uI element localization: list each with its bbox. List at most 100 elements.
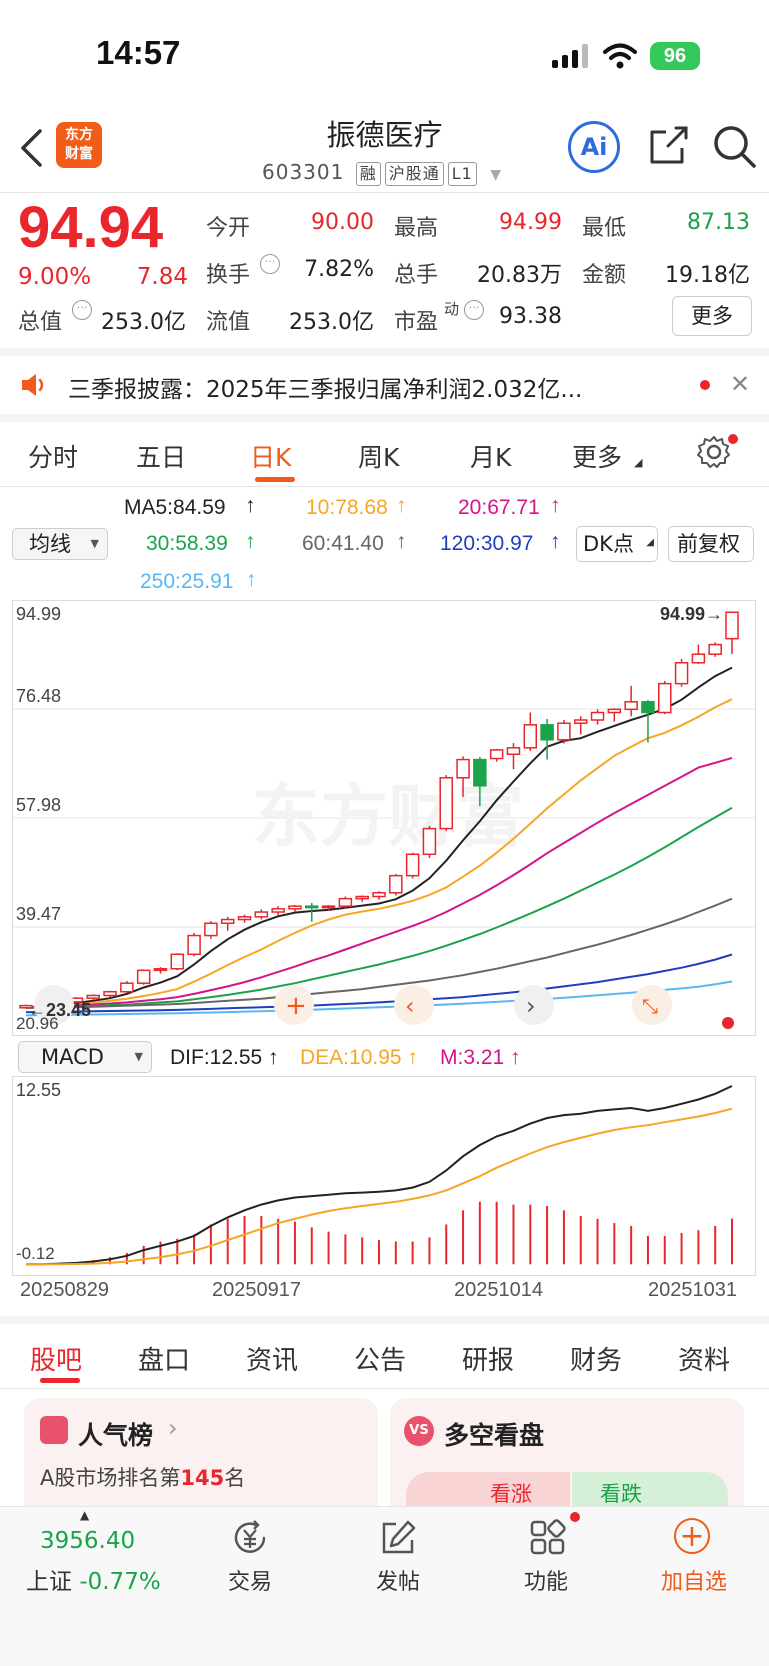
tab-announcements[interactable]: 公告 (354, 1346, 407, 1376)
trade-label[interactable]: 交易 (227, 1570, 272, 1595)
function-label[interactable]: 功能 (523, 1570, 568, 1595)
candle-body (86, 994, 100, 999)
fullscreen-control[interactable] (632, 985, 672, 1025)
tab-five-day[interactable]: 五日 (136, 443, 187, 472)
candle (439, 775, 453, 832)
search-icon[interactable] (712, 124, 758, 170)
zoom-in-control[interactable] (274, 985, 314, 1025)
share-icon[interactable] (646, 124, 690, 168)
tab-forum[interactable]: 股吧 (30, 1346, 83, 1376)
info-icon[interactable]: ··· (72, 300, 92, 320)
ma30-value: 30:58.39 (146, 532, 228, 555)
chevron-right-icon: › (168, 1414, 178, 1442)
candle (120, 981, 134, 993)
candle-body (439, 777, 453, 830)
tab-order-book[interactable]: 盘口 (138, 1346, 191, 1376)
date-label-4: 20251031 (648, 1279, 737, 1301)
candle-body (708, 643, 722, 655)
tab-research[interactable]: 研报 (462, 1346, 515, 1376)
candle-body (473, 758, 487, 787)
candle-body (489, 749, 504, 760)
back-arrow-icon[interactable] (18, 128, 44, 168)
date-label-2: 20250917 (212, 1279, 301, 1301)
tab-more[interactable]: 更多 (572, 443, 623, 472)
popularity-rank-text: A股市场排名第145名 (40, 1462, 245, 1492)
ai-assistant-button[interactable]: Ai (568, 121, 620, 173)
change-percent: 9.00% (18, 264, 92, 290)
index-value[interactable]: 3956.40 (40, 1528, 136, 1554)
settings-badge (728, 434, 738, 444)
dif-text: DIF:12.55 (170, 1046, 263, 1069)
volume-value: 20.83万 (477, 263, 562, 288)
logo-text-line2: 财富 (65, 146, 93, 162)
post-edit-icon[interactable] (378, 1518, 418, 1558)
index-change: -0.77% (79, 1569, 161, 1595)
ma-select[interactable]: 均线 ▼ (12, 528, 108, 560)
close-icon[interactable]: ✕ (730, 370, 751, 398)
tab-monthly-k[interactable]: 月K (470, 443, 512, 472)
index-line[interactable]: 上证 -0.77% (26, 1562, 161, 1596)
tab-financials[interactable]: 财务 (570, 1346, 623, 1376)
popularity-title: 人气榜 (78, 1421, 154, 1450)
settings-gear-icon[interactable] (696, 434, 732, 470)
active-tab-indicator (255, 477, 295, 482)
max-price-marker: 94.99→ (660, 604, 724, 624)
adjust-price-button[interactable]: 前复权 (668, 526, 754, 562)
open-value: 90.00 (311, 210, 374, 235)
high-label: 最高 (394, 216, 439, 241)
candle-body (641, 701, 655, 714)
add-watchlist-icon[interactable]: + (674, 1518, 710, 1554)
candle (523, 712, 538, 752)
tag-connect: 沪股通 (384, 162, 444, 186)
info-icon[interactable]: ··· (260, 254, 280, 274)
candle (708, 642, 722, 657)
candle (691, 644, 706, 664)
amount-label: 金额 (582, 263, 627, 288)
chevron-right-icon: › (526, 992, 536, 1020)
scroll-forward-control[interactable] (514, 985, 554, 1025)
info-icon[interactable]: ··· (464, 300, 484, 320)
quote-divider (0, 348, 769, 356)
tab-intraday[interactable]: 分时 (28, 443, 79, 472)
stock-name: 振德医疗 (326, 118, 443, 152)
candle (389, 874, 403, 896)
ma30-line (25, 806, 733, 1009)
y-label-4: 39.47 (16, 904, 62, 924)
tab-profile[interactable]: 资料 (678, 1346, 731, 1376)
candle-body (573, 719, 588, 724)
macd-select[interactable]: MACD ▼ (18, 1041, 152, 1073)
expand-icon: ⤡ (642, 994, 658, 1018)
function-grid-icon[interactable] (528, 1518, 568, 1558)
current-price: 94.94 (18, 195, 164, 260)
dropdown-caret-icon: ▼ (90, 537, 99, 550)
dk-point-button[interactable]: DK点 ◢ (576, 526, 658, 562)
scroll-left-control[interactable] (34, 985, 74, 1025)
candle (489, 748, 504, 762)
popularity-card[interactable] (24, 1398, 378, 1518)
dropdown-caret-icon[interactable]: ▼ (490, 167, 502, 183)
candle-body (288, 905, 302, 910)
chart-nav-controls: + ‹ › ⤡ (34, 985, 734, 1029)
candle (557, 720, 571, 744)
candle-body (204, 922, 218, 937)
float-cap-value: 253.0亿 (289, 310, 374, 335)
candle-body (254, 911, 269, 918)
amount-value: 19.18亿 (665, 263, 750, 288)
trade-yuan-icon[interactable] (230, 1518, 270, 1558)
candlestick-chart[interactable]: 东方财富 + ‹ › ⤡ (12, 600, 756, 1036)
tab-news[interactable]: 资讯 (246, 1346, 299, 1376)
add-watchlist-label[interactable]: 加自选 (660, 1570, 727, 1595)
scroll-back-control[interactable] (394, 985, 434, 1025)
tab-daily-k[interactable]: 日K (250, 443, 292, 472)
post-label[interactable]: 发帖 (375, 1570, 420, 1595)
pe-sup-label: 动 (444, 300, 460, 318)
ma20-arrow: ↑ (550, 494, 561, 517)
tab-weekly-k[interactable]: 周K (358, 443, 400, 472)
more-quote-button[interactable]: 更多 (672, 296, 752, 336)
pe-value: 93.38 (499, 304, 562, 329)
turnover-label: 换手 (206, 263, 251, 288)
candle (607, 708, 622, 722)
macd-chart[interactable] (12, 1076, 756, 1276)
news-ticker[interactable]: 三季报披露：2025年三季报归属净利润2.032亿... (68, 377, 583, 403)
date-label-1: 20250829 (20, 1279, 109, 1301)
